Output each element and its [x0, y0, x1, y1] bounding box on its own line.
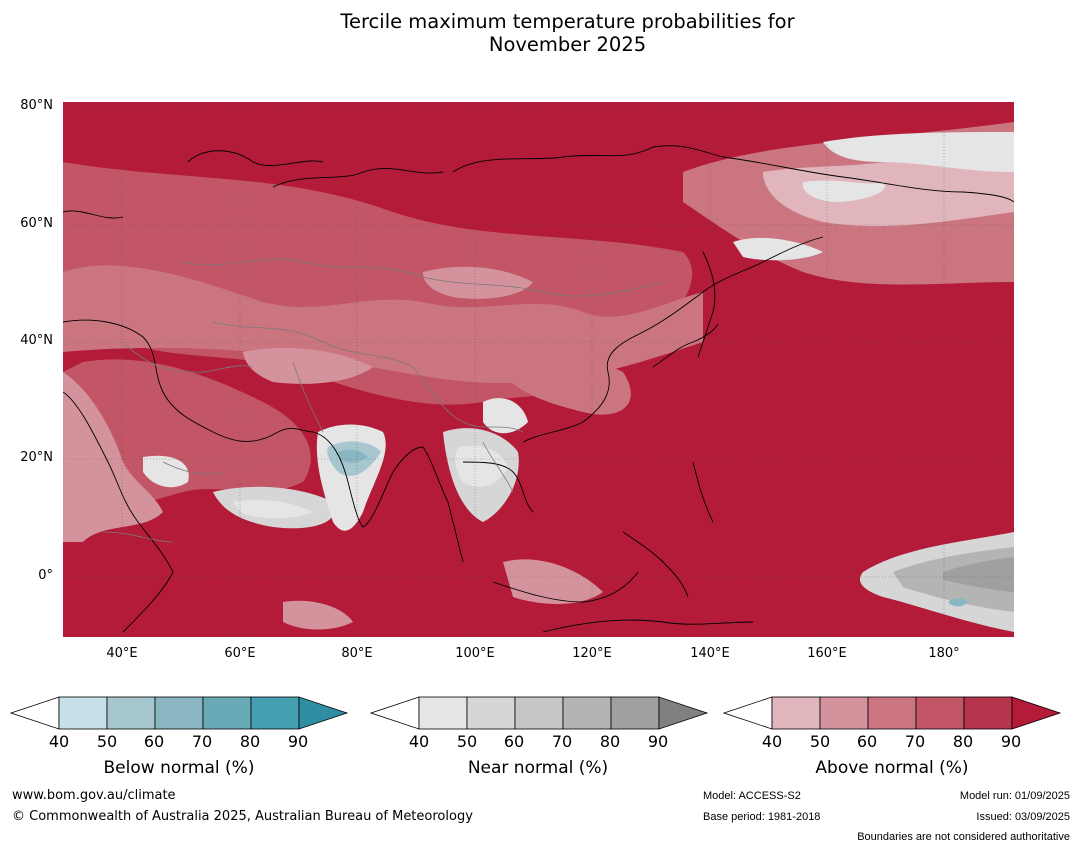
colorbar-swatch [771, 696, 821, 730]
below-tick-80: 80 [239, 732, 261, 751]
model-text: Model: ACCESS-S2 [703, 790, 801, 802]
country-borders [102, 258, 664, 543]
lon-label-40e: 40°E [106, 646, 138, 661]
model-run-text: Model run: 01/09/2025 [959, 790, 1070, 802]
colorbar-lower-extension [370, 696, 420, 730]
below-tick-50: 50 [96, 732, 118, 751]
colorbar-swatch [819, 696, 869, 730]
colorbar-label-below: Below normal (%) [103, 758, 255, 778]
lon-label-160e: 160°E [807, 646, 847, 661]
lon-label-100e: 100°E [455, 646, 495, 661]
lat-label-20n: 20°N [20, 450, 53, 465]
lat-label-80n: 80°N [20, 98, 53, 113]
below-tick-70: 70 [191, 732, 213, 751]
colorbar-swatch [915, 696, 965, 730]
title-line-1: Tercile maximum temperature probabilitie… [340, 10, 795, 33]
above-tick-60: 60 [856, 732, 878, 751]
colorbar-swatch [154, 696, 204, 730]
colorbar-label-near: Near normal (%) [467, 758, 609, 778]
colorbar-upper-extension [658, 696, 709, 730]
colorbar-swatch [418, 696, 468, 730]
colorbar-below-normal [10, 696, 349, 730]
colorbar-swatch [58, 696, 108, 730]
lon-label-180: 180° [928, 646, 960, 661]
colorbar-below-swatches [10, 696, 349, 730]
issued-text: Issued: 03/09/2025 [976, 811, 1070, 823]
title-line-2: November 2025 [488, 33, 647, 56]
base-period-text: Base period: 1981-2018 [703, 811, 821, 823]
lon-label-60e: 60°E [224, 646, 256, 661]
probability-map [63, 102, 1014, 637]
colorbar-above-normal [723, 696, 1062, 730]
colorbar-swatch [106, 696, 156, 730]
above-tick-50: 50 [809, 732, 831, 751]
above-tick-70: 70 [904, 732, 926, 751]
near-tick-80: 80 [599, 732, 621, 751]
lon-label-120e: 120°E [572, 646, 612, 661]
coastlines [63, 145, 1014, 633]
colorbar-swatch [963, 696, 1013, 730]
below-tick-40: 40 [48, 732, 70, 751]
colorbar-swatch [202, 696, 252, 730]
below-tick-90: 90 [287, 732, 309, 751]
near-tick-40: 40 [408, 732, 430, 751]
map-canvas [63, 102, 1014, 637]
near-tick-50: 50 [456, 732, 478, 751]
above-tick-80: 80 [952, 732, 974, 751]
lat-label-40n: 40°N [20, 333, 53, 348]
above-tick-90: 90 [1000, 732, 1022, 751]
near-tick-60: 60 [503, 732, 525, 751]
lat-label-0: 0° [38, 568, 53, 583]
below-tick-60: 60 [143, 732, 165, 751]
colorbar-swatch [514, 696, 564, 730]
colorbar-swatch [466, 696, 516, 730]
near-tick-90: 90 [647, 732, 669, 751]
website-link[interactable]: www.bom.gov.au/climate [12, 788, 176, 803]
near-tick-70: 70 [551, 732, 573, 751]
map-title: Tercile maximum temperature probabilitie… [0, 10, 1081, 56]
colorbar-lower-extension [723, 696, 773, 730]
colorbar-label-above: Above normal (%) [815, 758, 969, 778]
above-tick-40: 40 [761, 732, 783, 751]
colorbar-swatch [562, 696, 612, 730]
colorbar-upper-extension [1011, 696, 1062, 730]
colorbar-swatch [250, 696, 300, 730]
disclaimer-text: Boundaries are not considered authoritat… [857, 831, 1070, 843]
lon-label-140e: 140°E [690, 646, 730, 661]
graticule [63, 102, 1014, 637]
colorbar-lower-extension [10, 696, 60, 730]
colorbar-upper-extension [298, 696, 349, 730]
lon-label-80e: 80°E [341, 646, 373, 661]
colorbar-above-swatches [723, 696, 1062, 730]
colorbar-swatch [867, 696, 917, 730]
colorbar-swatch [610, 696, 660, 730]
colorbar-near-normal [370, 696, 709, 730]
colorbar-near-swatches [370, 696, 709, 730]
lat-label-60n: 60°N [20, 216, 53, 231]
copyright-text: © Commonwealth of Australia 2025, Austra… [12, 809, 473, 824]
